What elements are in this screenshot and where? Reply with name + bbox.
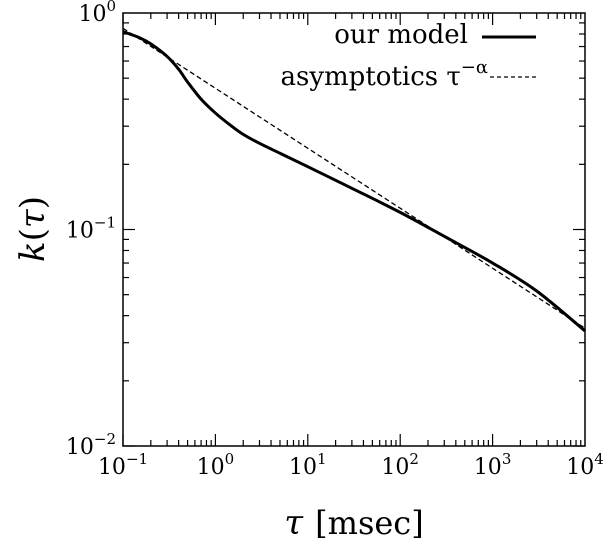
legend-label-our-model: our model <box>334 20 468 50</box>
y-tick-label: 10−1 <box>66 214 116 244</box>
x-tick-label: 102 <box>381 450 419 480</box>
x-tick-label: 10−1 <box>98 450 148 480</box>
legend-label-asymptotics: asymptotics τ−α <box>281 57 489 92</box>
series-line-asymptotics <box>122 27 586 329</box>
y-tick-label: 10−2 <box>66 430 116 460</box>
y-axis-label: k(τ) <box>13 196 53 262</box>
plot-frame <box>122 12 586 447</box>
series-layer <box>122 27 586 333</box>
x-axis-label: τ [msec] <box>284 503 423 543</box>
x-tick-label: 100 <box>197 450 235 480</box>
y-tick-label: 100 <box>78 0 116 27</box>
x-tick-label: 101 <box>289 450 327 480</box>
x-tick-label: 104 <box>566 450 604 480</box>
ticks <box>122 13 585 447</box>
x-tick-label: 103 <box>474 450 512 480</box>
legend: our model asymptotics τ−α <box>281 20 536 92</box>
